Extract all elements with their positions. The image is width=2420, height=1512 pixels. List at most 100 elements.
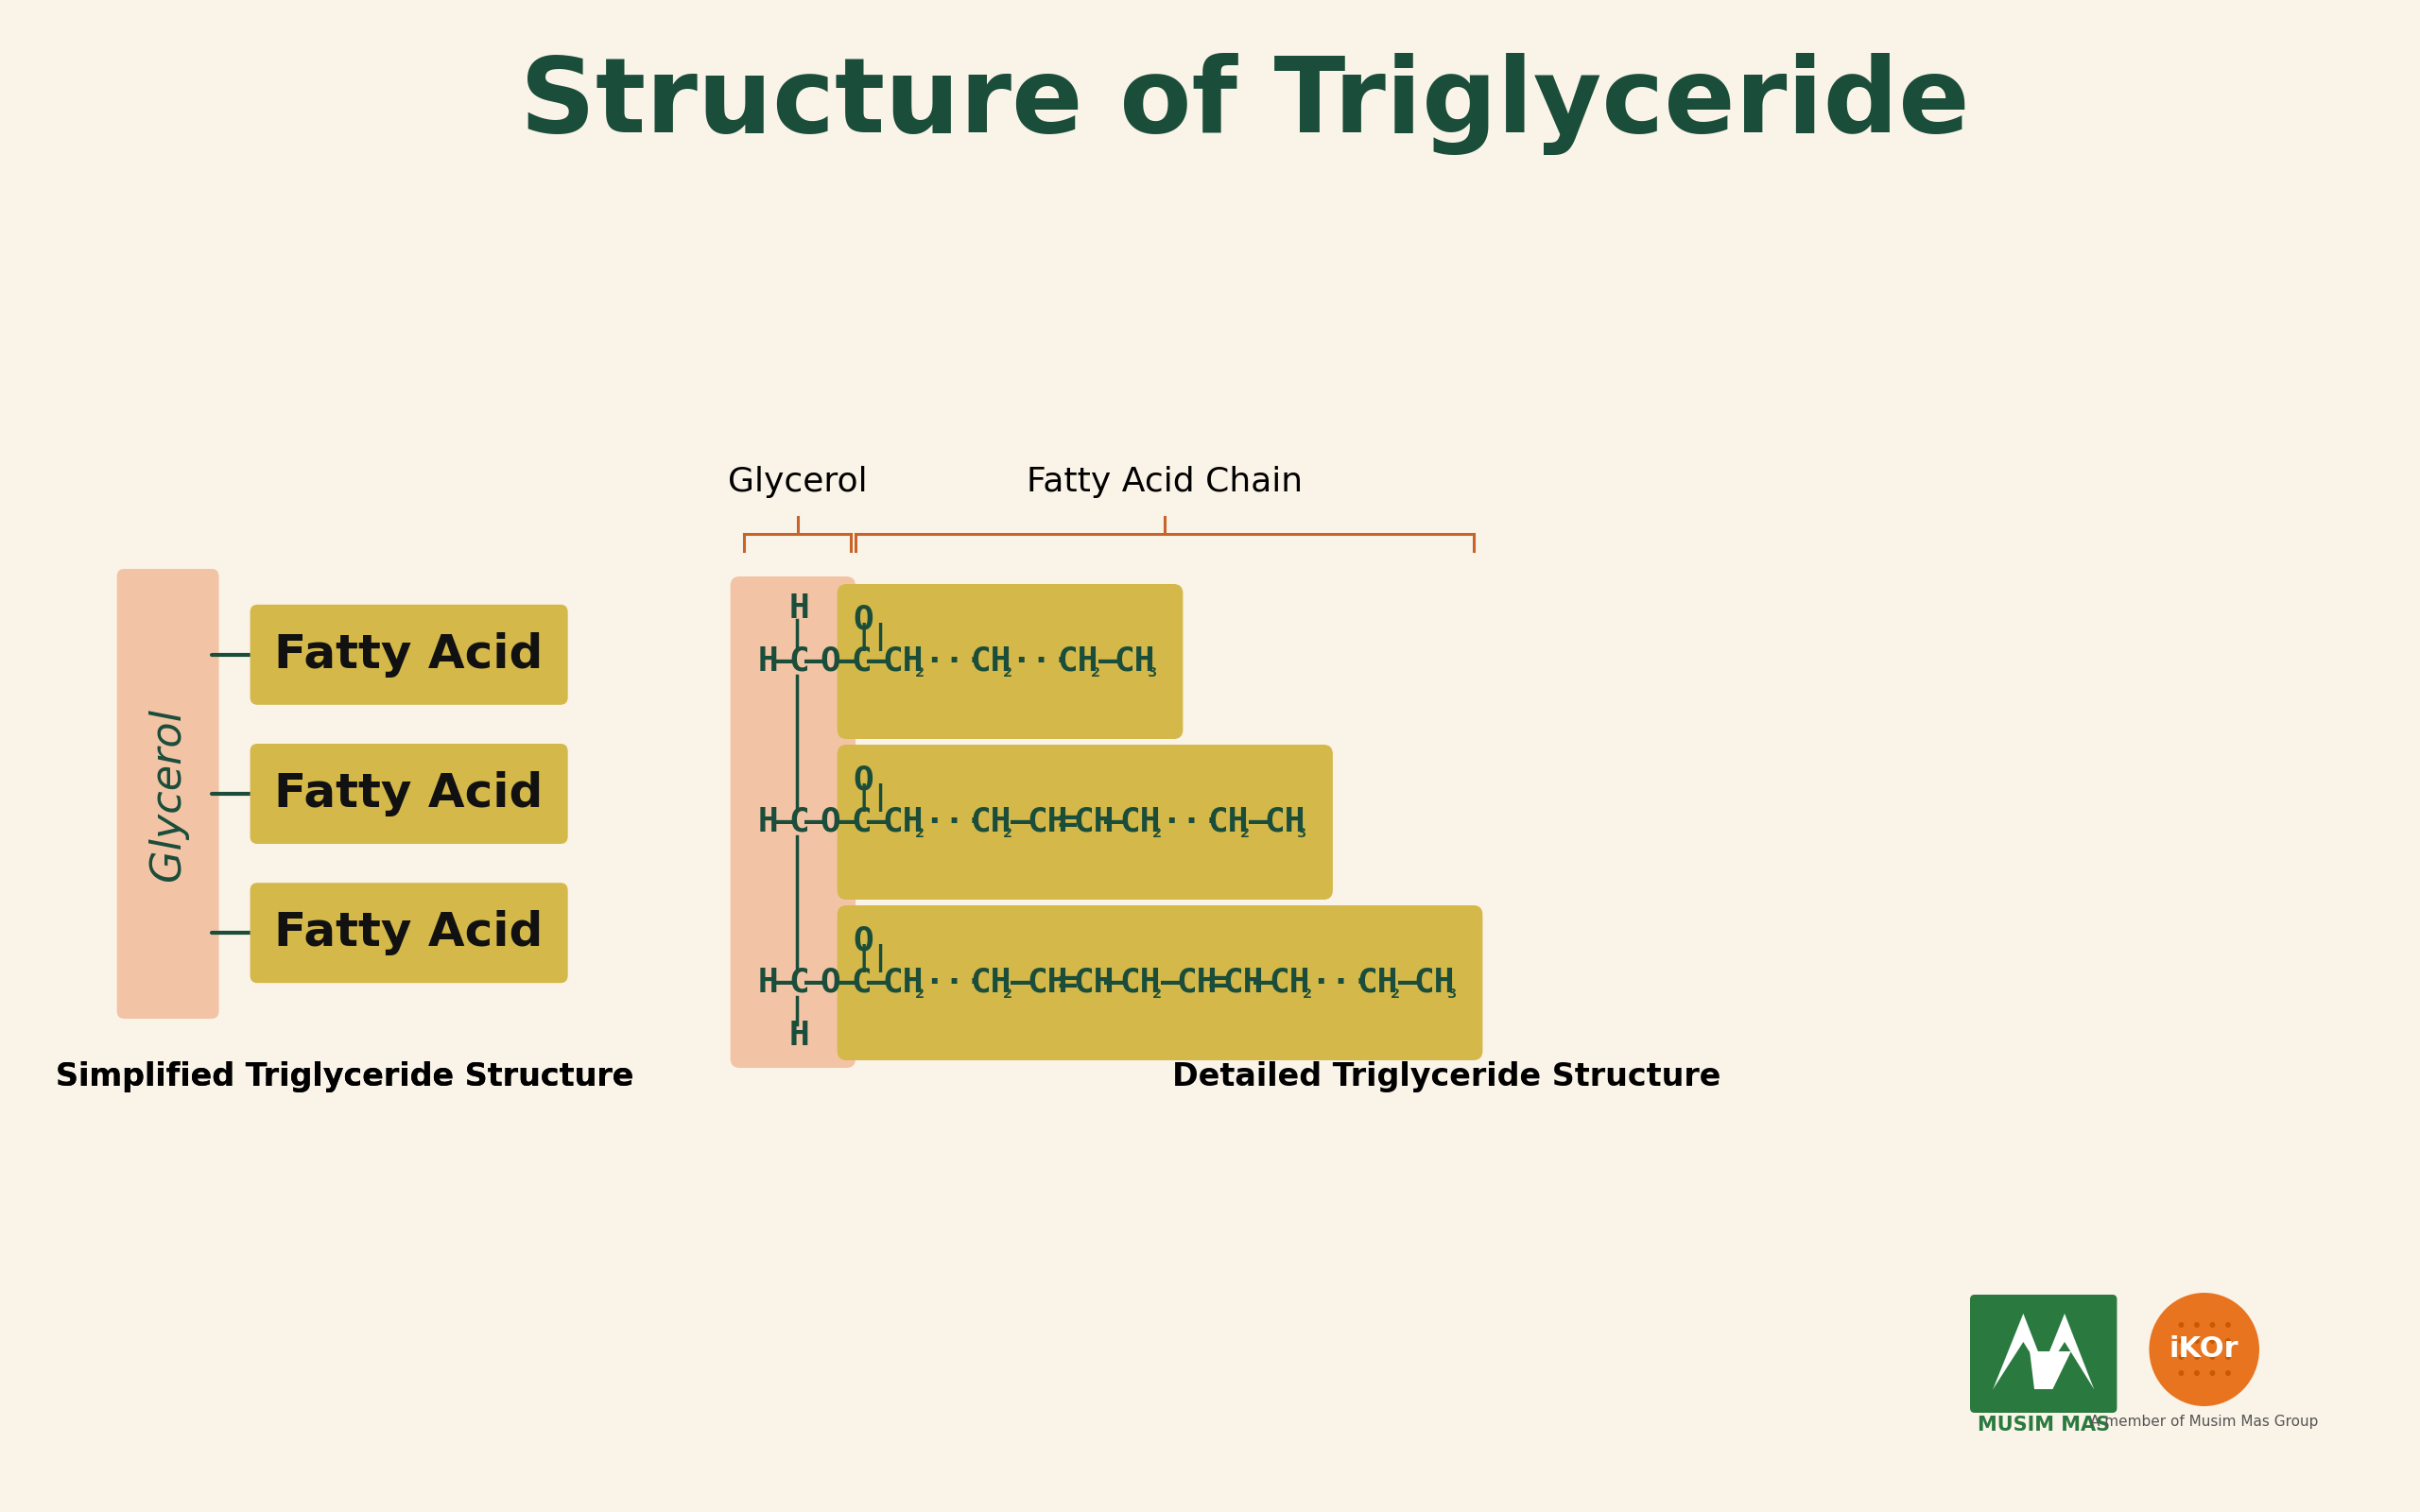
Circle shape bbox=[2209, 1355, 2214, 1359]
Text: ···: ··· bbox=[924, 966, 985, 999]
Text: CH: CH bbox=[1413, 966, 1454, 999]
Text: CH: CH bbox=[881, 646, 922, 677]
Text: H: H bbox=[757, 966, 779, 999]
Text: –: – bbox=[1399, 966, 1418, 999]
Text: =: = bbox=[1058, 806, 1077, 838]
Text: ₂: ₂ bbox=[912, 659, 927, 682]
Text: CH: CH bbox=[1058, 646, 1099, 677]
Polygon shape bbox=[1994, 1314, 2052, 1390]
Text: CH: CH bbox=[1026, 966, 1067, 999]
Text: CH: CH bbox=[1072, 966, 1113, 999]
Circle shape bbox=[2195, 1338, 2200, 1344]
Text: ···: ··· bbox=[1012, 646, 1072, 677]
Text: CH: CH bbox=[881, 966, 922, 999]
Text: ₂: ₂ bbox=[1150, 980, 1164, 1002]
Text: CH: CH bbox=[1176, 966, 1217, 999]
Text: O: O bbox=[852, 925, 874, 957]
Circle shape bbox=[2178, 1370, 2183, 1376]
Text: CH: CH bbox=[1208, 806, 1249, 838]
Text: –: – bbox=[835, 806, 857, 838]
Text: H: H bbox=[789, 1019, 811, 1052]
Text: =: = bbox=[1058, 966, 1077, 999]
Text: ···: ··· bbox=[1312, 966, 1372, 999]
FancyBboxPatch shape bbox=[1970, 1294, 2118, 1412]
Text: –: – bbox=[835, 966, 857, 999]
Text: CH: CH bbox=[881, 806, 922, 838]
Text: Fatty Acid: Fatty Acid bbox=[273, 632, 544, 677]
Text: CH: CH bbox=[1072, 806, 1113, 838]
Text: ···: ··· bbox=[1162, 806, 1222, 838]
Text: MUSIM MAS: MUSIM MAS bbox=[1977, 1415, 2110, 1435]
Text: O: O bbox=[852, 765, 874, 797]
Polygon shape bbox=[2035, 1314, 2093, 1390]
Text: H: H bbox=[757, 646, 779, 677]
Text: Fatty Acid: Fatty Acid bbox=[273, 910, 544, 956]
Text: C: C bbox=[852, 966, 871, 999]
Circle shape bbox=[2209, 1338, 2214, 1344]
FancyBboxPatch shape bbox=[249, 605, 569, 705]
Text: C: C bbox=[789, 966, 811, 999]
Text: –: – bbox=[1099, 646, 1120, 677]
Text: –: – bbox=[774, 646, 794, 677]
Text: =: = bbox=[1208, 966, 1227, 999]
Text: Glycerol: Glycerol bbox=[728, 466, 866, 497]
Text: ₂: ₂ bbox=[1002, 820, 1014, 842]
Circle shape bbox=[2195, 1321, 2200, 1328]
Text: CH: CH bbox=[1120, 966, 1162, 999]
Text: –: – bbox=[1104, 806, 1125, 838]
Text: Glycerol: Glycerol bbox=[148, 708, 189, 880]
Text: CH: CH bbox=[1026, 806, 1067, 838]
Text: –: – bbox=[1249, 806, 1268, 838]
Text: CH: CH bbox=[970, 966, 1012, 999]
Circle shape bbox=[2209, 1321, 2214, 1328]
Text: –: – bbox=[803, 646, 825, 677]
Text: CH: CH bbox=[1120, 806, 1162, 838]
Text: ₂: ₂ bbox=[1300, 980, 1314, 1002]
Text: –: – bbox=[835, 646, 857, 677]
Text: ||: || bbox=[854, 943, 891, 972]
Text: CH: CH bbox=[1358, 966, 1399, 999]
Text: ₃: ₃ bbox=[1145, 659, 1159, 682]
FancyBboxPatch shape bbox=[116, 569, 218, 1019]
Circle shape bbox=[2178, 1355, 2183, 1359]
Text: A member of Musim Mas Group: A member of Musim Mas Group bbox=[2091, 1415, 2318, 1429]
Text: H: H bbox=[757, 806, 779, 838]
Text: ₂: ₂ bbox=[912, 980, 927, 1002]
Text: ₂: ₂ bbox=[1239, 820, 1251, 842]
Text: CH: CH bbox=[1270, 966, 1312, 999]
Text: –: – bbox=[774, 966, 794, 999]
Text: –: – bbox=[866, 646, 888, 677]
Text: ||: || bbox=[854, 783, 891, 812]
Circle shape bbox=[2226, 1370, 2231, 1376]
Text: Detailed Triglyceride Structure: Detailed Triglyceride Structure bbox=[1171, 1061, 1721, 1093]
Circle shape bbox=[2195, 1370, 2200, 1376]
Text: ₂: ₂ bbox=[1089, 659, 1101, 682]
Text: ||: || bbox=[854, 623, 891, 652]
Text: –: – bbox=[803, 806, 825, 838]
Circle shape bbox=[2178, 1321, 2183, 1328]
Text: Fatty Acid Chain: Fatty Acid Chain bbox=[1026, 466, 1302, 497]
FancyBboxPatch shape bbox=[731, 576, 857, 1067]
Text: O: O bbox=[820, 966, 840, 999]
Circle shape bbox=[2226, 1355, 2231, 1359]
Text: ₂: ₂ bbox=[1002, 659, 1014, 682]
Circle shape bbox=[2178, 1338, 2183, 1344]
Text: CH: CH bbox=[1222, 966, 1263, 999]
FancyBboxPatch shape bbox=[249, 744, 569, 844]
Circle shape bbox=[2195, 1355, 2200, 1359]
Text: ₃: ₃ bbox=[1295, 820, 1309, 842]
Text: –: – bbox=[803, 966, 825, 999]
Text: C: C bbox=[789, 806, 811, 838]
Text: CH: CH bbox=[1263, 806, 1304, 838]
Text: –: – bbox=[866, 966, 888, 999]
Text: O: O bbox=[820, 646, 840, 677]
Text: ···: ··· bbox=[924, 806, 985, 838]
Text: ₂: ₂ bbox=[1389, 980, 1401, 1002]
FancyBboxPatch shape bbox=[837, 584, 1183, 739]
Text: –: – bbox=[774, 806, 794, 838]
Text: –: – bbox=[1012, 806, 1031, 838]
Text: –: – bbox=[1012, 966, 1031, 999]
Text: ₂: ₂ bbox=[1002, 980, 1014, 1002]
FancyBboxPatch shape bbox=[837, 744, 1333, 900]
Text: C: C bbox=[852, 806, 871, 838]
